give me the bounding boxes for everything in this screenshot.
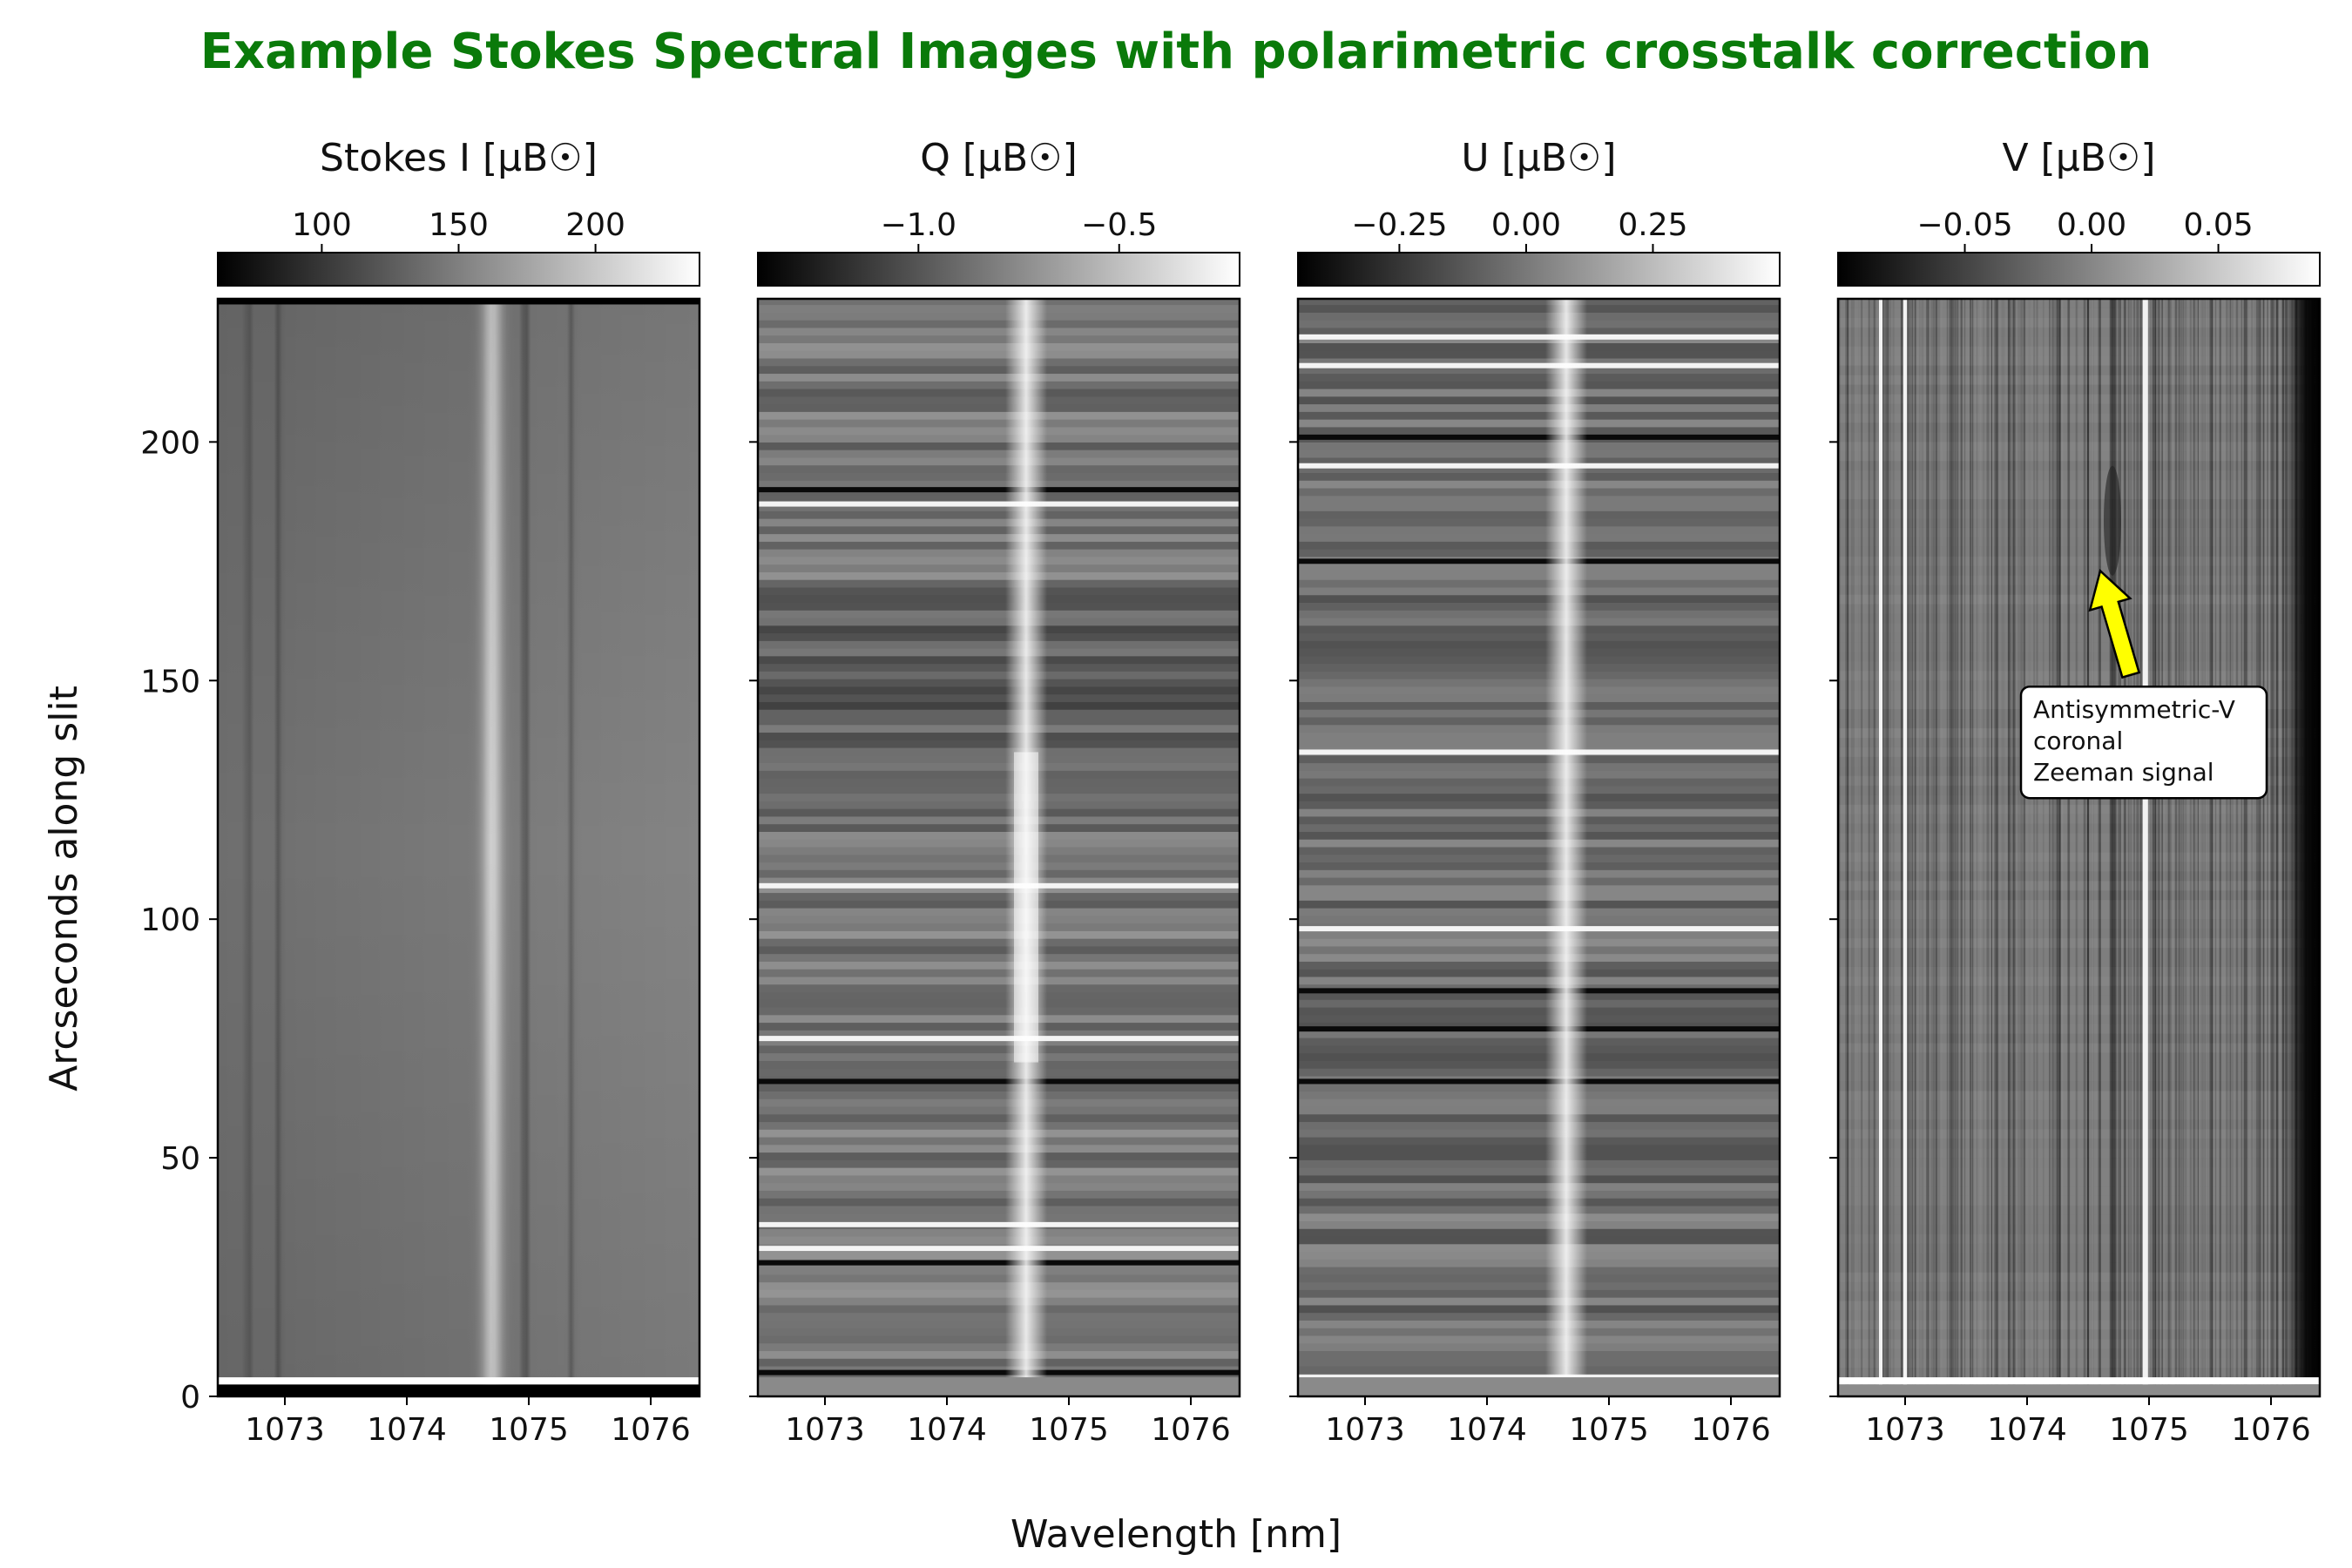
stokes-panel-0: 100 150 200 Stokes I [μB☉] 1073 1074 1075 1076 0… xyxy=(140,136,701,1448)
annotation-box xyxy=(2019,685,2268,800)
colorbar-tick-label: 0.00 xyxy=(2057,207,2126,243)
x-tick-label: 1074 xyxy=(1987,1412,2067,1448)
y-tick-label: 50 xyxy=(160,1141,200,1177)
plot-frame xyxy=(216,297,701,1398)
colorbar-label: U [μB☉] xyxy=(1461,136,1616,180)
y-tick-label: 100 xyxy=(140,902,200,938)
annotation-line: coronal xyxy=(2033,727,2123,755)
annotation: Antisymmetric-V coronal Zeeman signal xyxy=(2019,568,2268,800)
x-tick-label: 1076 xyxy=(1151,1412,1231,1448)
colorbar-tick-label: −1.0 xyxy=(881,207,956,243)
x-tick-label: 1075 xyxy=(489,1412,569,1448)
y-tick-label: 150 xyxy=(140,664,200,700)
heatmap-image xyxy=(1298,299,1780,1396)
x-tick-label: 1073 xyxy=(785,1412,865,1448)
plot-frame xyxy=(756,297,1241,1398)
colorbar-tick-label: 150 xyxy=(429,207,489,243)
x-tick-label: 1076 xyxy=(2231,1412,2311,1448)
annotation-arrow xyxy=(2088,568,2141,679)
colorbar xyxy=(1297,252,1781,287)
colorbar-tick-label: −0.25 xyxy=(1351,207,1447,243)
colorbar-tick-label: 0.25 xyxy=(1618,207,1687,243)
stokes-panel-2: −0.25 0.00 0.25U [μB☉] 1073 1074 1075 1076 xyxy=(1289,136,1781,1448)
colorbar-tick-label: 200 xyxy=(565,207,625,243)
x-tick-label: 1075 xyxy=(2109,1412,2189,1448)
colorbar xyxy=(217,252,700,287)
x-tick-label: 1073 xyxy=(245,1412,325,1448)
x-tick-label: 1073 xyxy=(1325,1412,1405,1448)
colorbar-label: V [μB☉] xyxy=(2002,136,2155,180)
x-tick-label: 1076 xyxy=(1691,1412,1771,1448)
x-tick-label: 1075 xyxy=(1569,1412,1649,1448)
x-tick-label: 1074 xyxy=(367,1412,447,1448)
heatmap-image xyxy=(218,299,700,1396)
colorbar-tick-label: 100 xyxy=(292,207,352,243)
x-tick-label: 1076 xyxy=(611,1412,691,1448)
colorbar xyxy=(1837,252,2321,287)
y-tick-label: 200 xyxy=(140,425,200,461)
colorbar-tick-label: −0.05 xyxy=(1916,207,2012,243)
stokes-panel-3: −0.05 0.00 0.05 V [μB☉] 1073 1074 1075 1076 xyxy=(1829,136,2322,1448)
heatmap-image xyxy=(1838,299,2320,1396)
colorbar-label: Stokes I [μB☉] xyxy=(320,136,598,180)
x-tick-label: 1075 xyxy=(1029,1412,1109,1448)
colorbar-tick-label: −0.5 xyxy=(1081,207,1157,243)
stokes-panel-1: −1.0 −0.5Q [μB☉] 1073 1074 1075 1076 xyxy=(749,136,1241,1448)
colorbar-tick-label: 0.00 xyxy=(1491,207,1561,243)
annotation-line: Antisymmetric-V xyxy=(2033,695,2235,724)
x-tick-label: 1074 xyxy=(907,1412,987,1448)
figure-title: Example Stokes Spectral Images with pola… xyxy=(200,24,2153,80)
heatmap-image xyxy=(758,299,1240,1396)
plot-frame xyxy=(1296,297,1781,1398)
y-axis-label: Arcseconds along slit xyxy=(42,686,86,1092)
annotation-line: Zeeman signal xyxy=(2033,758,2214,787)
y-tick-label: 0 xyxy=(180,1380,200,1416)
x-tick-label: 1074 xyxy=(1447,1412,1527,1448)
x-axis-label: Wavelength [nm] xyxy=(1010,1512,1342,1557)
colorbar-tick-label: 0.05 xyxy=(2184,207,2254,243)
colorbar xyxy=(757,252,1240,287)
x-tick-label: 1073 xyxy=(1865,1412,1945,1448)
plot-frame xyxy=(1836,297,2322,1398)
colorbar-label: Q [μB☉] xyxy=(920,136,1078,180)
